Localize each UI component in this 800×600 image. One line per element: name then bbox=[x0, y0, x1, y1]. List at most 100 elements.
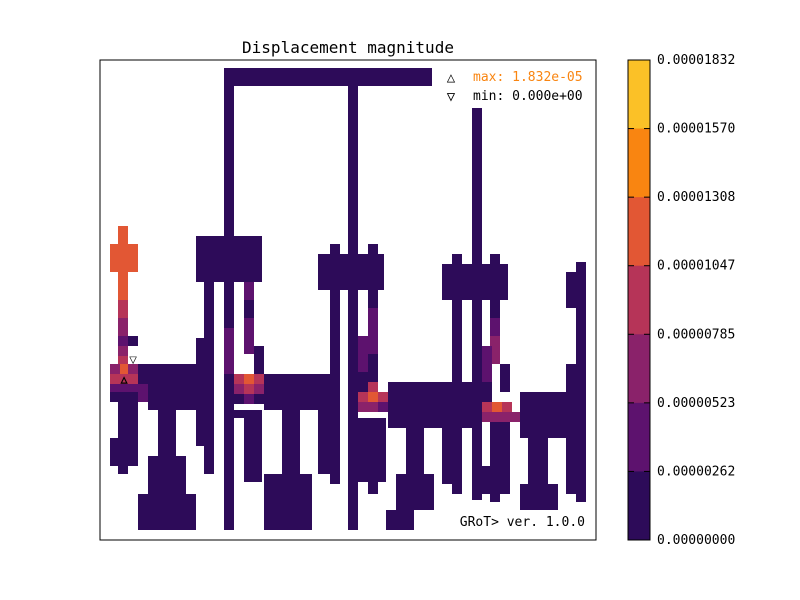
heatmap-cell bbox=[264, 374, 330, 410]
heatmap-cell bbox=[118, 300, 128, 318]
heatmap-cell bbox=[576, 262, 586, 272]
heatmap-cell bbox=[566, 364, 586, 392]
heatmap-cells bbox=[110, 68, 586, 530]
colorbar-segments bbox=[628, 60, 650, 541]
colorbar-segment bbox=[628, 60, 650, 130]
heatmap-cell bbox=[482, 382, 492, 402]
colorbar-tick-label: 0.00000523 bbox=[657, 396, 735, 411]
heatmap-cell bbox=[318, 410, 340, 474]
heatmap-cell bbox=[442, 428, 462, 484]
heatmap-cell bbox=[368, 308, 378, 326]
heatmap-cell bbox=[482, 466, 510, 494]
heatmap-cell bbox=[244, 300, 254, 318]
heatmap-cell bbox=[318, 254, 384, 290]
heatmap-cell bbox=[138, 384, 148, 402]
heatmap-cell bbox=[244, 394, 254, 404]
heatmap-cell bbox=[118, 336, 128, 346]
heatmap-cell bbox=[576, 494, 586, 502]
colorbar-ticks: 0.00001832 0.00001570 0.00001308 0.00001047… bbox=[628, 53, 735, 548]
heatmap-cell bbox=[490, 318, 500, 336]
heatmap-cell bbox=[378, 402, 388, 412]
heatmap-cell bbox=[368, 354, 378, 382]
heatmap-cell bbox=[502, 402, 512, 412]
heatmap-cell bbox=[128, 364, 138, 374]
heatmap-cell bbox=[368, 326, 378, 354]
heatmap-cell bbox=[482, 402, 492, 412]
heatmap-cell bbox=[118, 272, 128, 300]
colorbar-segment bbox=[628, 471, 650, 541]
heatmap-cell bbox=[254, 384, 264, 394]
heatmap-cell bbox=[234, 410, 262, 418]
heatmap-cell bbox=[282, 410, 300, 474]
heatmap-cell bbox=[566, 272, 586, 308]
heatmap-cell bbox=[244, 282, 254, 300]
heatmap-cell bbox=[490, 300, 500, 318]
heatmap-cell bbox=[502, 412, 520, 422]
heatmap-cell bbox=[396, 474, 434, 510]
heatmap-plot: △▼ bbox=[99, 59, 597, 541]
heatmap-cell bbox=[204, 282, 214, 338]
heatmap-cell bbox=[254, 374, 264, 384]
heatmap-cell bbox=[490, 494, 500, 502]
chart-title: Displacement magnitude bbox=[242, 38, 454, 57]
colorbar-segment bbox=[628, 334, 650, 404]
heatmap-cell bbox=[196, 338, 214, 376]
colorbar-tick-label: 0.00000000 bbox=[657, 533, 735, 548]
heatmap-cell bbox=[110, 384, 138, 394]
heatmap-cell bbox=[490, 422, 510, 466]
heatmap-cell bbox=[566, 438, 586, 494]
colorbar-segment bbox=[628, 128, 650, 198]
heatmap-cell bbox=[482, 346, 492, 382]
heatmap-cell bbox=[576, 308, 586, 364]
version-annotation: GRoT> ver. 1.0.0 bbox=[460, 515, 585, 530]
heatmap-cell bbox=[254, 394, 274, 404]
colorbar-tick-label: 0.00001308 bbox=[657, 190, 735, 205]
heatmap-cell bbox=[244, 384, 254, 394]
heatmap-cell bbox=[244, 418, 262, 482]
heatmap-cell bbox=[244, 318, 254, 354]
heatmap-cell bbox=[234, 394, 244, 404]
heatmap-cell bbox=[110, 392, 138, 402]
legend-max-label: max: 1.832e-05 bbox=[473, 70, 583, 85]
heatmap-cell bbox=[118, 466, 128, 474]
heatmap-cell bbox=[368, 392, 378, 402]
heatmap-cell bbox=[452, 300, 462, 346]
heatmap-cell bbox=[452, 346, 462, 402]
min-marker-icon: ▽ bbox=[447, 89, 456, 105]
heatmap-cell bbox=[386, 510, 414, 530]
heatmap-cell bbox=[224, 86, 234, 530]
colorbar-tick-label: 0.00001832 bbox=[657, 53, 735, 68]
heatmap-cell bbox=[492, 402, 502, 412]
heatmap-cell bbox=[118, 356, 128, 364]
heatmap-cell bbox=[330, 346, 340, 410]
heatmap-cell bbox=[110, 374, 138, 384]
heatmap-cell bbox=[358, 392, 368, 402]
heatmap-cell bbox=[254, 346, 264, 374]
min-marker: ▼ bbox=[130, 353, 137, 366]
heatmap-cell bbox=[244, 374, 254, 384]
heatmap-cell bbox=[118, 226, 128, 244]
heatmap-cell bbox=[368, 402, 378, 412]
heatmap-cell bbox=[348, 86, 358, 530]
heatmap-cell bbox=[138, 494, 196, 530]
heatmap-cell bbox=[110, 438, 138, 466]
heatmap-cell bbox=[330, 290, 340, 346]
heatmap-cell bbox=[406, 428, 424, 474]
heatmap-cell bbox=[264, 474, 312, 530]
heatmap-cell bbox=[110, 244, 138, 272]
colorbar-tick-label: 0.00001047 bbox=[657, 259, 735, 274]
heatmap-cell bbox=[368, 382, 378, 392]
heatmap-cell bbox=[234, 384, 244, 394]
colorbar-segment bbox=[628, 402, 650, 472]
heatmap-cell bbox=[358, 336, 368, 372]
heatmap-cell bbox=[196, 236, 262, 282]
heatmap-cell bbox=[452, 254, 462, 264]
max-marker-icon: △ bbox=[447, 70, 456, 86]
heatmap-cell bbox=[234, 374, 244, 384]
heatmap-cell bbox=[148, 392, 196, 410]
heatmap-cell bbox=[196, 374, 214, 446]
colorbar-tick-label: 0.00000785 bbox=[657, 327, 735, 342]
heatmap-cell bbox=[110, 364, 120, 374]
colorbar: 0.00001832 0.00001570 0.00001308 0.00001047… bbox=[627, 53, 735, 548]
